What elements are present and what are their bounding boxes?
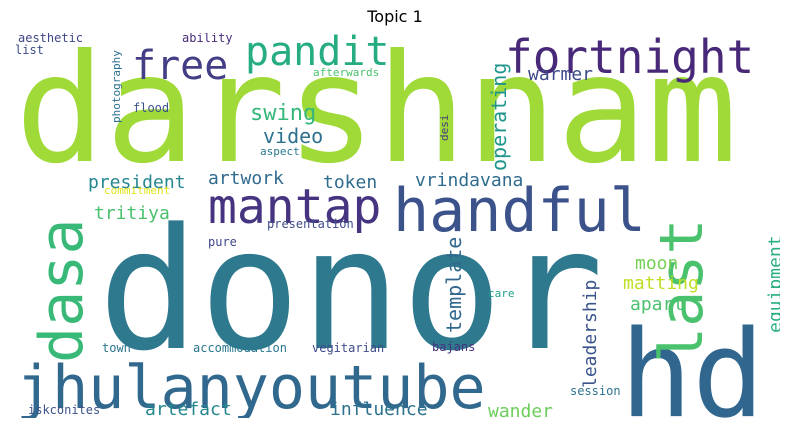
word-mantap: mantap	[208, 179, 381, 235]
word-donor: donor	[98, 192, 604, 388]
word-jhulanyoutube: jhulanyoutube	[16, 353, 486, 418]
word-presentation: presentation	[267, 217, 354, 231]
word-desi: desi	[438, 115, 451, 142]
word-town: town	[102, 341, 131, 355]
word-leadership: leadership	[580, 280, 601, 388]
word-flood: flood	[133, 101, 169, 115]
word-artefact: artefact	[145, 399, 232, 418]
word-last: last	[647, 219, 717, 364]
word-bajans: bajans	[432, 340, 475, 354]
word-pure: pure	[208, 235, 237, 249]
word-ability: ability	[182, 33, 233, 45]
word-session: session	[570, 384, 621, 398]
word-free: free	[132, 43, 228, 89]
word-video: video	[263, 124, 323, 148]
word-swing: swing	[250, 101, 316, 126]
word-artwork: artwork	[208, 168, 284, 189]
word-care: care	[488, 287, 515, 300]
word-influence: influence	[330, 399, 428, 418]
word-aspect: aspect	[260, 145, 300, 158]
word-iskconites: iskconites	[28, 403, 100, 417]
word-apart: apart	[630, 294, 684, 315]
word-warmer: warmer	[528, 64, 593, 85]
word-wander: wander	[488, 401, 553, 418]
word-dasa: dasa	[27, 219, 97, 364]
word-fortnight: fortnight	[505, 33, 754, 84]
word-photography: photography	[110, 50, 123, 123]
chart-title: Topic 1	[367, 7, 423, 26]
word-accommodation: accommodation	[193, 341, 287, 355]
word-equipment: equipment	[765, 235, 780, 333]
word-aesthetic: aesthetic	[18, 33, 83, 45]
word-pandit: pandit	[245, 33, 390, 75]
word-president: president	[88, 172, 186, 193]
word-hd: hd	[620, 306, 765, 418]
word-handful: handful	[393, 176, 646, 246]
word-commitment: commitment	[104, 184, 170, 197]
word-token: token	[323, 172, 377, 193]
word-list: list	[15, 43, 44, 57]
word-tritiya: tritiya	[94, 203, 170, 224]
word-afterwards: afterwards	[313, 66, 379, 79]
word-vegitarian: vegitarian	[312, 341, 384, 355]
word-moon: moon	[635, 253, 678, 274]
word-template: template	[442, 237, 466, 333]
word-operating: operating	[487, 63, 511, 171]
word-darshnam: darshnam	[15, 33, 737, 197]
word-vrindavana: vrindavana	[415, 170, 523, 191]
word-matting: matting	[623, 273, 699, 294]
